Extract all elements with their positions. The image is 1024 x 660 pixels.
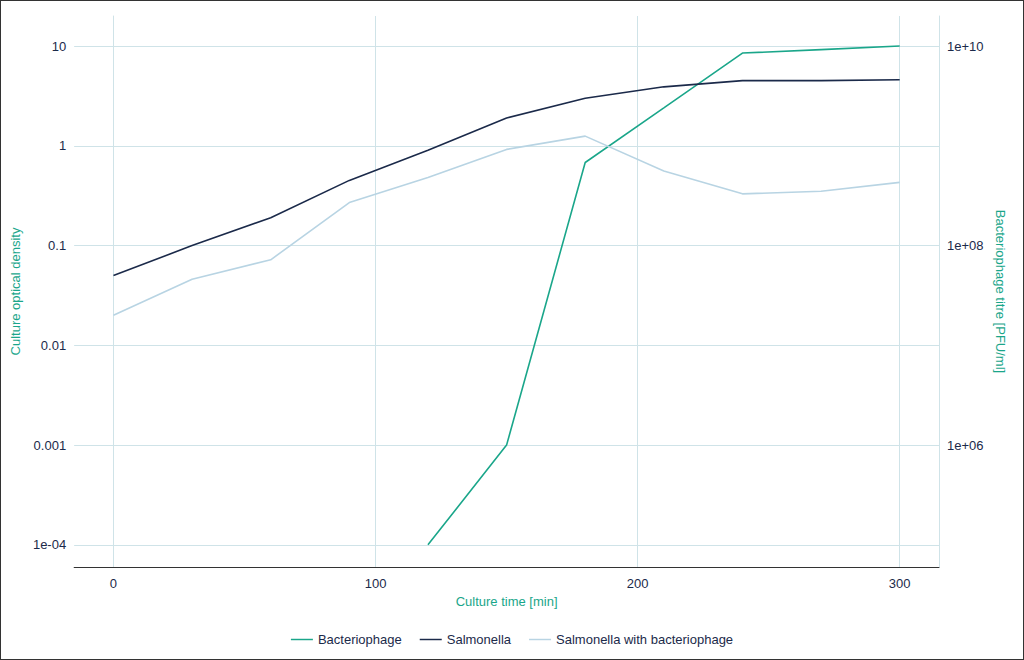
svg-text:10: 10 [52, 39, 66, 54]
svg-text:Salmonella with bacteriophage: Salmonella with bacteriophage [556, 632, 733, 647]
svg-text:300: 300 [889, 576, 911, 591]
svg-text:Culture time [min]: Culture time [min] [456, 594, 558, 609]
svg-text:1: 1 [59, 138, 66, 153]
svg-text:200: 200 [627, 576, 649, 591]
svg-text:1e+06: 1e+06 [947, 438, 984, 453]
svg-text:Bacteriophage: Bacteriophage [318, 632, 402, 647]
svg-text:0.001: 0.001 [34, 438, 67, 453]
svg-text:1e+10: 1e+10 [947, 39, 984, 54]
svg-text:Bacteriophage titre [PFU/ml]: Bacteriophage titre [PFU/ml] [993, 210, 1008, 373]
svg-text:0.01: 0.01 [41, 338, 66, 353]
svg-text:0: 0 [110, 576, 117, 591]
svg-text:Culture optical density: Culture optical density [8, 227, 23, 355]
svg-text:Salmonella: Salmonella [447, 632, 512, 647]
svg-text:0.1: 0.1 [48, 238, 66, 253]
svg-text:1e+08: 1e+08 [947, 238, 984, 253]
svg-text:1e-04: 1e-04 [33, 537, 66, 552]
svg-text:100: 100 [365, 576, 387, 591]
